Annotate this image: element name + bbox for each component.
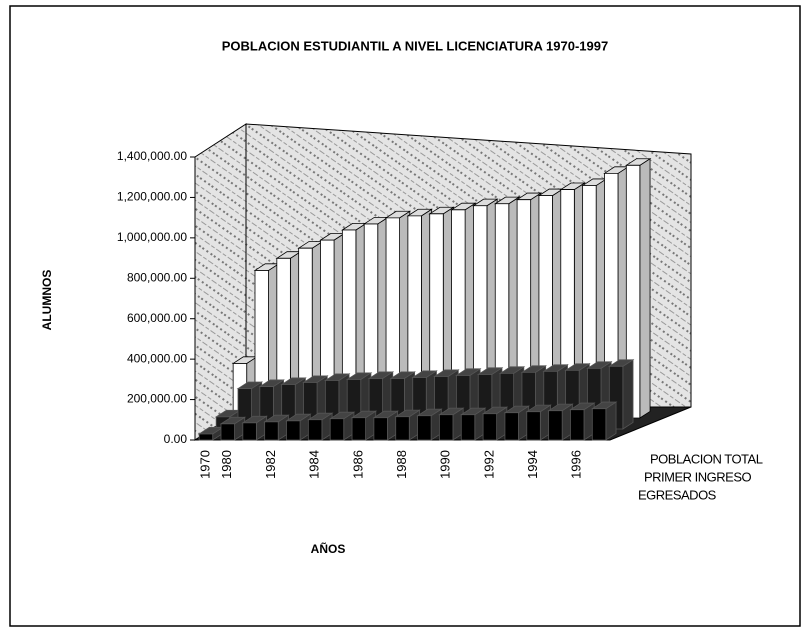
bar-front xyxy=(286,420,301,441)
bar xyxy=(472,198,499,419)
bar xyxy=(319,232,346,419)
bar xyxy=(285,413,312,441)
bar xyxy=(624,157,652,419)
bar xyxy=(394,409,421,441)
bar xyxy=(341,222,368,419)
x-tick-label: 1986 xyxy=(350,450,365,479)
y-axis-title: ALUMNOS xyxy=(40,270,54,331)
bar-side xyxy=(622,359,634,430)
bar xyxy=(328,411,356,441)
y-tick-label: 800,000.00 xyxy=(127,270,187,284)
bar xyxy=(481,406,509,441)
legend-label: PRIMER INGRESO xyxy=(644,469,752,484)
y-tick-label: 200,000.00 xyxy=(127,392,187,406)
bar xyxy=(438,407,465,441)
bar xyxy=(503,405,531,441)
y-tick-label: 1,400,000.00 xyxy=(117,149,187,163)
x-tick-label: 1982 xyxy=(263,450,278,479)
bar xyxy=(525,404,552,441)
bar-front xyxy=(439,414,454,441)
x-tick-label: 1988 xyxy=(394,450,409,479)
bar-front xyxy=(526,411,541,441)
bar xyxy=(515,192,543,419)
bar xyxy=(253,263,281,419)
bar-front xyxy=(625,164,641,419)
x-tick-label: 1980 xyxy=(219,450,234,479)
y-tick-label: 1,200,000.00 xyxy=(117,190,187,204)
y-tick-label: 600,000.00 xyxy=(127,311,187,325)
legend-label: POBLACION TOTAL xyxy=(650,451,763,466)
bar xyxy=(559,182,586,419)
bar-front xyxy=(504,412,519,441)
y-tick-label: 1,000,000.00 xyxy=(117,230,187,244)
bar-front xyxy=(591,408,607,441)
bar xyxy=(547,403,574,441)
bar xyxy=(493,196,521,419)
bar xyxy=(428,206,455,419)
x-tick-label: 1990 xyxy=(438,450,453,479)
x-tick-label: 1994 xyxy=(525,450,540,479)
bar xyxy=(297,240,324,419)
bar xyxy=(362,216,390,419)
bar xyxy=(372,410,399,441)
bar xyxy=(275,250,302,419)
x-axis-title: AÑOS xyxy=(311,541,346,556)
bar xyxy=(307,412,334,441)
x-tick-label: 1970 xyxy=(197,450,212,479)
bar-front xyxy=(482,413,498,441)
y-tick-label: 0.00 xyxy=(164,432,188,446)
bar-side xyxy=(639,157,651,419)
x-tick-label: 1984 xyxy=(307,450,322,479)
bar-front xyxy=(351,417,366,441)
frame xyxy=(9,5,801,627)
bar-front xyxy=(220,423,235,441)
bar-front xyxy=(198,433,214,441)
bar xyxy=(263,414,290,441)
bar-front xyxy=(373,417,388,441)
y-tick-label: 400,000.00 xyxy=(127,351,187,365)
bar-front xyxy=(264,421,279,441)
chart-title: POBLACION ESTUDIANTIL A NIVEL LICENCIATU… xyxy=(222,38,608,53)
x-tick-label: 1992 xyxy=(481,450,496,479)
bar xyxy=(459,407,487,441)
bar xyxy=(406,208,433,419)
bar-front xyxy=(460,414,476,441)
bar-front xyxy=(242,422,257,441)
bar xyxy=(590,401,618,441)
bar xyxy=(450,202,477,419)
bar xyxy=(569,402,596,441)
legend-label: EGRESADOS xyxy=(638,487,717,502)
bar-front xyxy=(307,419,323,441)
bar xyxy=(350,410,378,441)
bar-front xyxy=(548,410,563,441)
x-tick-label: 1996 xyxy=(569,450,584,479)
bar xyxy=(241,415,268,441)
bar-front xyxy=(395,416,410,441)
bar xyxy=(603,166,630,419)
bar xyxy=(416,408,443,441)
bar xyxy=(384,210,412,419)
bar-front xyxy=(417,415,432,441)
bar-front xyxy=(570,409,585,441)
bar-front xyxy=(329,418,345,441)
